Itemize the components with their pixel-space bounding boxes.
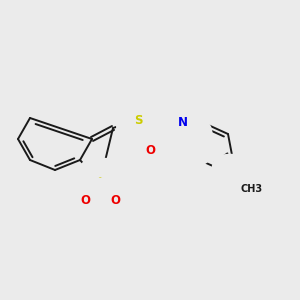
Text: N: N: [178, 116, 188, 130]
Text: CH3: CH3: [241, 184, 263, 194]
Text: S: S: [134, 113, 142, 127]
Text: N: N: [185, 136, 195, 148]
Text: O: O: [229, 172, 239, 184]
Text: O: O: [80, 194, 90, 206]
Text: O: O: [110, 194, 120, 206]
Text: O: O: [145, 143, 155, 157]
Text: S: S: [96, 176, 104, 188]
